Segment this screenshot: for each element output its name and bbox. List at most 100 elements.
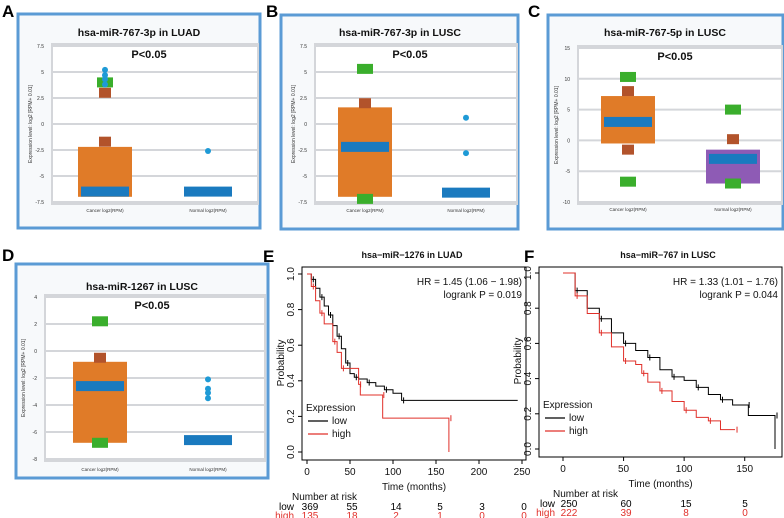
median-bar	[341, 141, 389, 152]
risk-count: 15	[680, 499, 692, 510]
y-tick-label: 7.5	[300, 44, 307, 50]
risk-row-label: low	[279, 502, 295, 513]
box	[338, 107, 392, 197]
x-tick-label: 100	[385, 467, 402, 478]
y-tick-label: -4	[33, 403, 38, 409]
risk-count: 369	[302, 502, 319, 513]
y-tick-label: -7.5	[35, 200, 44, 206]
whisker-mark	[622, 144, 634, 155]
y-tick-label: -8	[33, 457, 38, 463]
risk-count: 60	[620, 499, 632, 510]
x-tick-label: 150	[736, 464, 753, 475]
risk-row-label: low	[540, 499, 556, 510]
median-bar	[442, 187, 490, 198]
x-tick-label: 150	[428, 467, 445, 478]
category-label: Cancer log2(RPM)	[346, 208, 384, 213]
outlier-point	[102, 81, 108, 88]
chart-title: hsa−miR−1276 in LUAD	[361, 250, 463, 260]
y-tick-label: -2.5	[298, 148, 307, 154]
chart-title: hsa-miR-1267 in LUSC	[86, 281, 198, 293]
y-tick-label: 0.4	[286, 373, 297, 387]
risk-count: 5	[742, 499, 748, 510]
y-tick-label: 0.8	[523, 301, 534, 315]
panel-label: E	[263, 247, 274, 266]
whisker-mark	[359, 98, 371, 109]
km-curve-low	[307, 273, 518, 401]
extreme-mark	[725, 178, 741, 189]
logrank-p: logrank P = 0.019	[444, 290, 523, 301]
legend-label-high: high	[569, 426, 588, 437]
y-tick-label: 0.8	[286, 302, 297, 316]
legend-label-low: low	[332, 416, 348, 427]
y-tick-label: 1.0	[523, 266, 534, 280]
legend-label-low: low	[569, 413, 585, 424]
x-tick-label: 0	[560, 464, 566, 475]
whisker-mark	[727, 134, 739, 145]
y-tick-label: 0.6	[286, 338, 297, 352]
y-tick-label: 0.0	[286, 445, 297, 459]
category-label: Normal log2(RPM)	[189, 208, 227, 213]
risk-row-label: high	[275, 511, 294, 518]
category-label: Normal log2(RPM)	[189, 467, 227, 472]
chart-title: hsa-miR-767-3p in LUAD	[78, 27, 201, 39]
y-tick-label: 7.5	[37, 44, 44, 50]
category-label: Normal log2(RPM)	[714, 207, 752, 212]
y-tick-label: 5	[41, 70, 44, 76]
extreme-mark	[620, 176, 636, 187]
y-tick-label: 2	[34, 322, 37, 328]
median-bar	[604, 116, 652, 127]
outlier-point	[463, 150, 469, 157]
risk-count: 14	[390, 502, 402, 513]
y-tick-label: 4	[34, 295, 37, 301]
outlier-point	[205, 148, 211, 155]
panel-label: C	[528, 2, 540, 21]
median-bar	[76, 381, 124, 392]
y-tick-label: 2.5	[300, 96, 307, 102]
y-tick-label: 0.2	[523, 406, 534, 420]
category-label: Cancer log2(RPM)	[86, 208, 124, 213]
x-axis-label: Time (months)	[628, 479, 692, 490]
logrank-p: logrank P = 0.044	[700, 290, 779, 301]
x-tick-label: 50	[618, 464, 630, 475]
panel-label: F	[524, 247, 534, 266]
y-tick-label: -6	[33, 430, 38, 436]
km-curve-high	[563, 272, 736, 431]
risk-count: 39	[620, 508, 632, 518]
outlier-point	[463, 114, 469, 121]
x-tick-label: 200	[471, 467, 488, 478]
risk-count: 1	[437, 511, 443, 518]
median-bar	[709, 153, 757, 164]
legend-label-high: high	[332, 429, 351, 440]
median-bar	[81, 186, 129, 197]
legend-title: Expression	[543, 400, 592, 411]
km-curve-high	[307, 273, 450, 452]
whisker-mark	[99, 136, 111, 147]
risk-count: 0	[742, 508, 748, 518]
y-tick-label: 10	[564, 77, 570, 83]
risk-count: 0	[521, 511, 527, 518]
y-tick-label: -5	[40, 174, 45, 180]
y-tick-label: 15	[564, 46, 570, 52]
median-bar	[184, 435, 232, 446]
p-value-annotation: P<0.05	[657, 51, 692, 63]
risk-count: 5	[437, 502, 443, 513]
y-tick-label: 0	[567, 138, 570, 144]
y-axis-label: Expression level: log2 [RPM+ 0.01]	[21, 338, 27, 417]
outlier-point	[205, 376, 211, 383]
outlier-point	[102, 76, 108, 83]
legend-title: Expression	[306, 403, 355, 414]
hazard-ratio: HR = 1.45 (1.06 − 1.98)	[417, 277, 522, 288]
whisker-mark	[94, 352, 106, 363]
category-label: Cancer log2(RPM)	[81, 467, 119, 472]
risk-count: 135	[302, 511, 319, 518]
y-tick-label: 5	[304, 70, 307, 76]
risk-count: 3	[479, 502, 485, 513]
risk-count: 222	[561, 508, 578, 518]
